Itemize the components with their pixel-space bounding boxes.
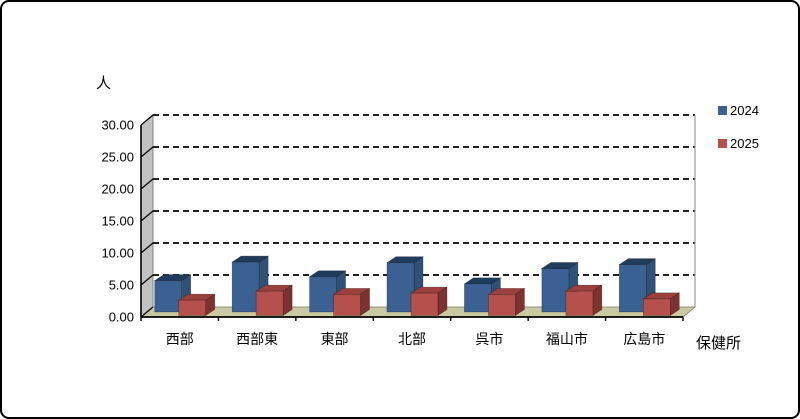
category-label[interactable]: 西部 bbox=[166, 331, 194, 347]
bar-2025-1[interactable] bbox=[255, 290, 284, 316]
bar-2024-5[interactable] bbox=[541, 268, 570, 313]
bar-2024-2[interactable] bbox=[309, 276, 337, 313]
y-tick-mark bbox=[140, 146, 154, 158]
y-tick-mark bbox=[140, 114, 154, 126]
category-label[interactable]: 呉市 bbox=[475, 331, 503, 347]
y-axis-title: 人 bbox=[96, 75, 112, 92]
legend-swatch-2025-icon bbox=[718, 139, 727, 148]
bar-2025-2[interactable] bbox=[333, 294, 361, 316]
x-axis-title: 保健所 bbox=[696, 335, 742, 352]
category-label[interactable]: 広島市 bbox=[623, 331, 665, 347]
y-tick-mark bbox=[140, 178, 154, 190]
y-tick-mark bbox=[140, 210, 154, 222]
bar-2024-0[interactable] bbox=[154, 280, 183, 313]
bar-2024-4[interactable] bbox=[464, 283, 492, 313]
bar-2024-3[interactable] bbox=[386, 262, 415, 313]
y-tick-label: 20.00 bbox=[101, 182, 134, 197]
legend-label-2025: 2025 bbox=[730, 136, 759, 151]
y-tick-mark bbox=[140, 242, 154, 254]
category-label[interactable]: 北部 bbox=[398, 331, 426, 347]
bar-2025-4[interactable] bbox=[488, 294, 516, 316]
bar-2025-3[interactable] bbox=[410, 292, 439, 316]
y-tick-label: 30.00 bbox=[101, 118, 134, 133]
y-tick-mark bbox=[140, 274, 154, 286]
y-tick-mark bbox=[140, 306, 154, 318]
legend-swatch-2024-icon bbox=[718, 106, 727, 115]
legend-item-2024[interactable]: 2024 bbox=[718, 103, 759, 118]
y-tick-label: 0.00 bbox=[109, 310, 134, 325]
legend-item-2025[interactable]: 2025 bbox=[718, 136, 759, 151]
y-tick-label: 5.00 bbox=[109, 278, 134, 293]
category-label[interactable]: 福山市 bbox=[546, 331, 588, 347]
y-tick-label: 25.00 bbox=[101, 150, 134, 165]
bar-2024-6[interactable] bbox=[618, 264, 647, 313]
legend-label-2024: 2024 bbox=[730, 103, 759, 118]
y-tick-label: 10.00 bbox=[101, 246, 134, 261]
y-tick-label: 15.00 bbox=[101, 214, 134, 229]
bar-2025-6[interactable] bbox=[642, 298, 671, 316]
bar-2024-1[interactable] bbox=[231, 261, 260, 313]
category-label[interactable]: 西部東 bbox=[236, 331, 278, 347]
bar-2025-5[interactable] bbox=[565, 290, 594, 316]
bar-2025-0[interactable] bbox=[178, 299, 207, 316]
category-label[interactable]: 東部 bbox=[321, 331, 349, 347]
legend: 2024 2025 bbox=[718, 103, 759, 169]
